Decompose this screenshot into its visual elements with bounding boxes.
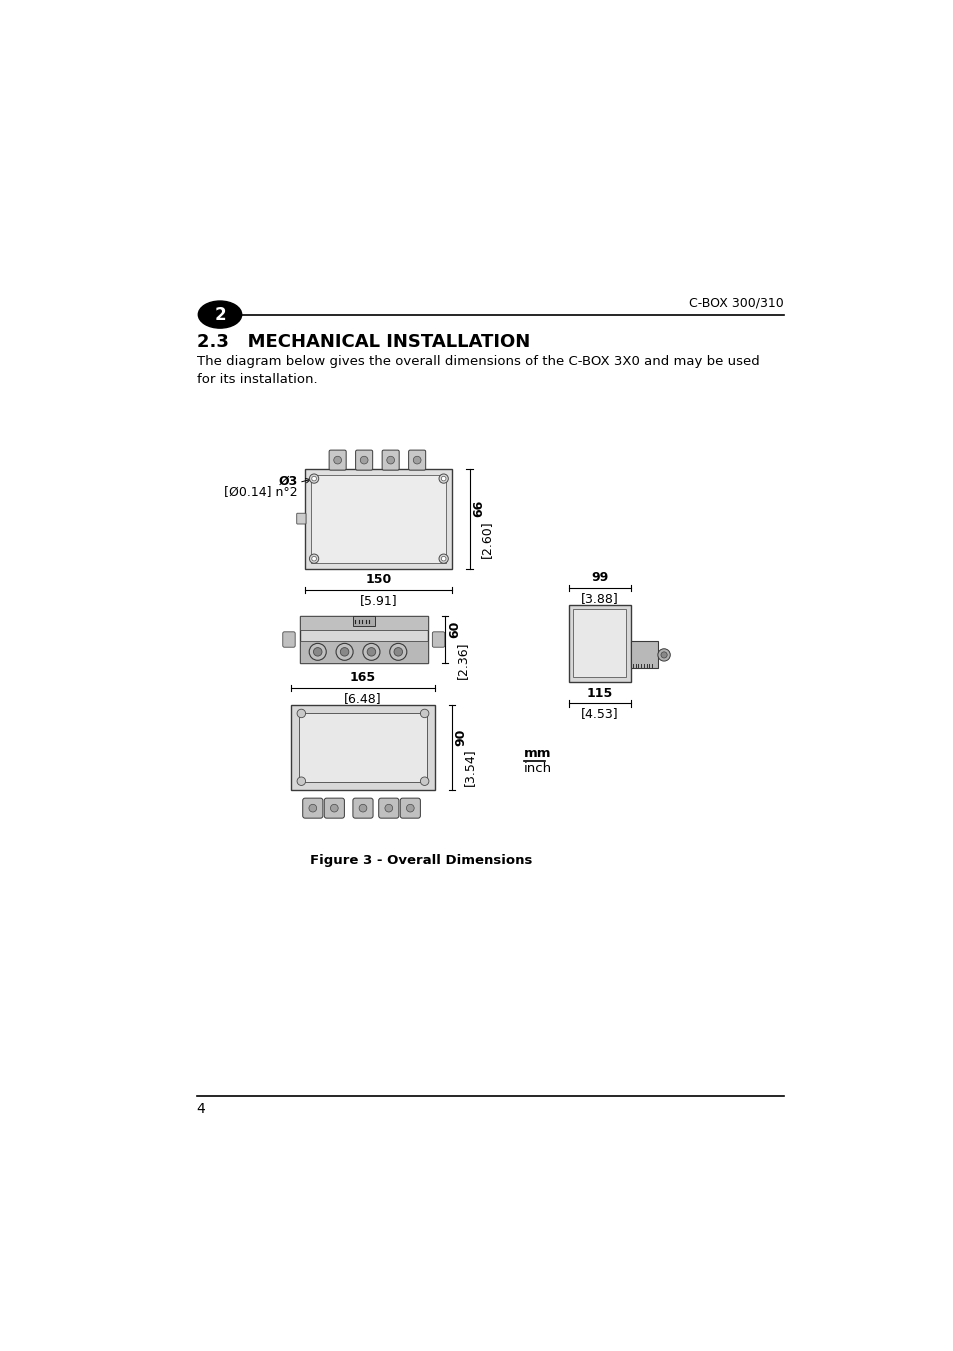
Circle shape <box>394 647 402 657</box>
Text: [2.60]: [2.60] <box>480 520 493 558</box>
Text: [3.88]: [3.88] <box>580 592 618 605</box>
Circle shape <box>312 477 316 481</box>
Circle shape <box>340 647 349 657</box>
Circle shape <box>438 474 448 484</box>
Bar <box>311 474 446 562</box>
FancyBboxPatch shape <box>353 798 373 819</box>
Circle shape <box>441 557 445 561</box>
Circle shape <box>420 777 429 785</box>
Text: Figure 3 - Overall Dimensions: Figure 3 - Overall Dimensions <box>310 854 532 866</box>
Circle shape <box>441 477 445 481</box>
Circle shape <box>360 457 368 463</box>
Text: 2: 2 <box>214 305 226 324</box>
FancyBboxPatch shape <box>296 513 306 524</box>
Text: 115: 115 <box>586 686 612 700</box>
Circle shape <box>335 643 353 661</box>
Text: 4: 4 <box>196 1101 205 1116</box>
Circle shape <box>413 457 420 463</box>
Bar <box>291 705 435 790</box>
FancyBboxPatch shape <box>378 798 398 819</box>
Circle shape <box>334 457 341 463</box>
Circle shape <box>420 709 429 717</box>
Bar <box>568 605 630 682</box>
Bar <box>299 616 427 662</box>
Bar <box>305 469 452 569</box>
Circle shape <box>309 643 326 661</box>
Bar <box>630 642 658 669</box>
Circle shape <box>314 647 322 657</box>
Bar <box>299 642 427 662</box>
Circle shape <box>358 804 367 812</box>
Bar <box>353 616 375 626</box>
Text: mm: mm <box>523 747 551 761</box>
Text: 90: 90 <box>455 728 467 746</box>
Circle shape <box>309 474 318 484</box>
Circle shape <box>384 804 393 812</box>
Circle shape <box>438 554 448 563</box>
Circle shape <box>330 804 337 812</box>
Text: inch: inch <box>523 762 552 775</box>
Text: 60: 60 <box>447 620 460 638</box>
Text: [5.91]: [5.91] <box>359 594 397 607</box>
Circle shape <box>362 643 379 661</box>
FancyBboxPatch shape <box>355 450 373 470</box>
Text: C-BOX 300/310: C-BOX 300/310 <box>689 297 783 309</box>
Circle shape <box>367 647 375 657</box>
Text: 66: 66 <box>472 500 485 517</box>
FancyBboxPatch shape <box>329 450 346 470</box>
Text: 99: 99 <box>591 571 608 584</box>
FancyBboxPatch shape <box>324 798 344 819</box>
Circle shape <box>309 804 316 812</box>
Text: [6.48]: [6.48] <box>344 692 381 705</box>
FancyBboxPatch shape <box>302 798 322 819</box>
Text: [4.53]: [4.53] <box>580 708 618 720</box>
Text: Ø3: Ø3 <box>278 474 297 488</box>
Circle shape <box>406 804 414 812</box>
Circle shape <box>309 554 318 563</box>
Circle shape <box>296 709 305 717</box>
Circle shape <box>296 777 305 785</box>
FancyBboxPatch shape <box>400 798 420 819</box>
Text: 165: 165 <box>350 671 375 684</box>
Text: 2.3   MECHANICAL INSTALLATION: 2.3 MECHANICAL INSTALLATION <box>196 334 530 351</box>
Text: [2.36]: [2.36] <box>456 642 468 678</box>
Circle shape <box>386 457 395 463</box>
FancyBboxPatch shape <box>408 450 425 470</box>
Text: 150: 150 <box>365 573 392 586</box>
Circle shape <box>312 557 316 561</box>
Bar <box>299 616 427 631</box>
FancyBboxPatch shape <box>282 632 294 647</box>
Ellipse shape <box>198 301 241 328</box>
Text: [Ø0.14] n°2: [Ø0.14] n°2 <box>224 485 297 499</box>
Text: [3.54]: [3.54] <box>462 748 476 786</box>
Text: The diagram below gives the overall dimensions of the C-BOX 3X0 and may be used
: The diagram below gives the overall dime… <box>196 354 759 385</box>
FancyBboxPatch shape <box>432 632 444 647</box>
FancyBboxPatch shape <box>382 450 398 470</box>
Circle shape <box>658 648 670 661</box>
Circle shape <box>660 651 666 658</box>
Bar <box>573 609 625 677</box>
Circle shape <box>390 643 406 661</box>
Bar <box>298 713 427 782</box>
